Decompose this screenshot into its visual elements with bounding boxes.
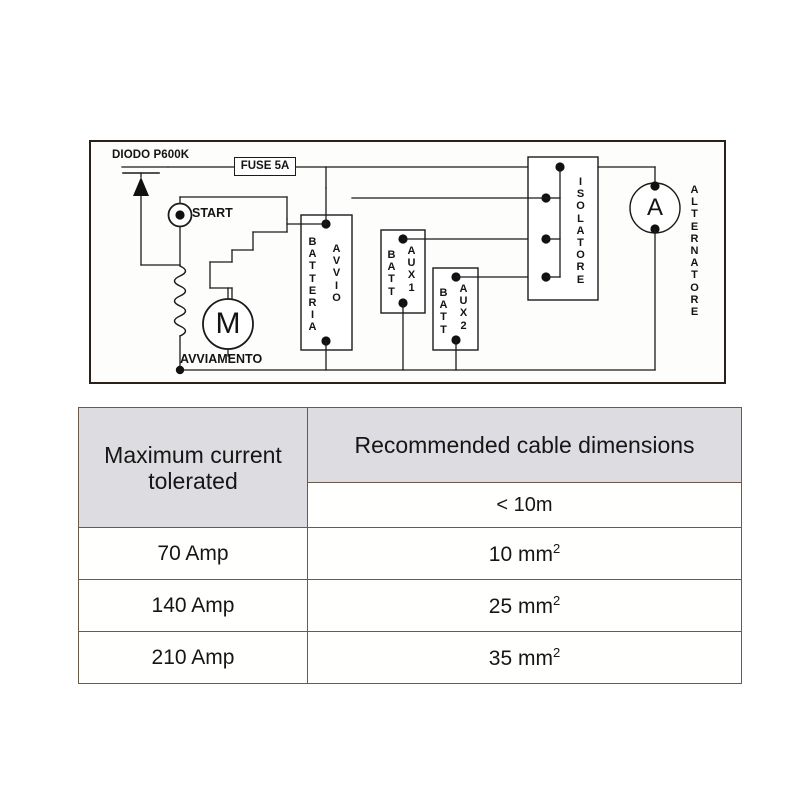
cell-size-0: 10 mm2 [307,527,742,580]
ammeter-symbol-label: A [646,194,663,221]
cell-size-2-value: 35 mm [488,646,553,670]
cell-size-0-exponent: 2 [552,540,561,556]
cell-size-1-value: 25 mm [488,594,553,618]
cell-size-1: 25 mm2 [307,579,742,632]
fuse-label: FUSE 5A [234,157,296,176]
starter-label: AVVIAMENTO [180,352,263,366]
table-header-row: Maximum current tolerated Recommended ca… [78,407,742,528]
header-recommended-cable: Recommended cable dimensions [307,407,742,483]
motor-symbol-label: M [215,307,241,340]
cell-current-0: 70 Amp [78,527,308,580]
start-label: START [192,206,233,220]
cell-current-1: 140 Amp [78,579,308,632]
cell-size-2-exponent: 2 [552,644,561,660]
cell-size-0-value: 10 mm [488,542,553,566]
cell-current-2: 210 Amp [78,631,308,684]
cell-size-1-exponent: 2 [552,592,561,608]
table-row: 210 Amp 35 mm2 [78,631,742,684]
diode-label: DIODO P600K [112,149,190,161]
table-row: 70 Amp 10 mm2 [78,527,742,580]
header-maximum-current: Maximum current tolerated [78,407,308,528]
cable-dimension-table: Maximum current tolerated Recommended ca… [78,407,742,684]
cell-size-2: 35 mm2 [307,631,742,684]
table-subheader-row: < 10m [79,482,742,528]
table-row: 140 Amp 25 mm2 [78,579,742,632]
subheader-distance: < 10m [307,482,742,528]
